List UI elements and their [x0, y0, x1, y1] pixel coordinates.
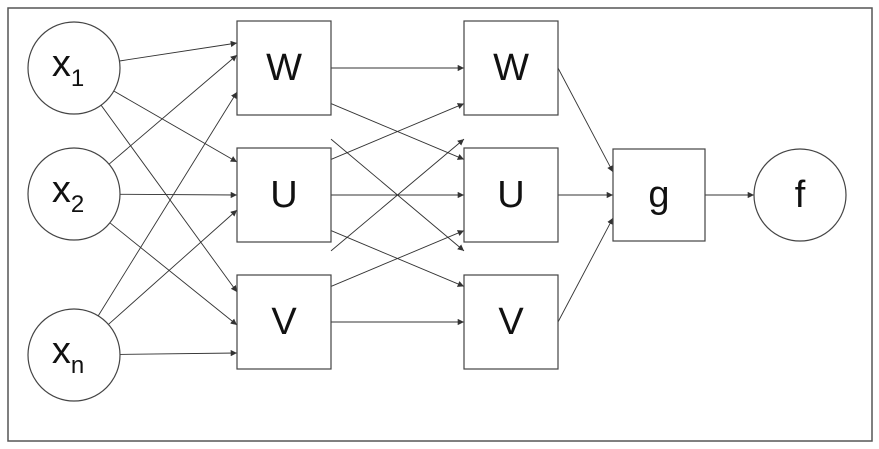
node-xn-label: xn	[52, 330, 84, 379]
edges-layer	[97, 40, 754, 357]
node-w1-label: W	[266, 47, 302, 89]
node-u2: U	[463, 147, 559, 243]
edge-xn-to-u1	[108, 209, 238, 325]
node-x2-subscript: 2	[71, 191, 84, 218]
node-u2-shape	[463, 147, 559, 243]
node-w2-label: W	[493, 47, 529, 89]
node-u1-label: U	[270, 174, 297, 216]
node-x1-label: x1	[52, 43, 84, 92]
node-w1-shape	[236, 20, 332, 116]
node-g-shape	[612, 148, 706, 242]
node-xn: xn	[27, 308, 121, 402]
edge-x2-to-v1	[109, 222, 238, 326]
edge-xn-to-w1	[97, 91, 238, 317]
node-f: f	[753, 148, 847, 242]
node-v1: V	[236, 274, 332, 370]
node-v2-label: V	[498, 301, 524, 343]
edge-u1-to-w2	[330, 103, 465, 160]
node-xn-subscript: n	[71, 352, 84, 379]
edge-v1-to-w2	[330, 138, 465, 252]
node-w2: W	[463, 20, 559, 116]
edge-x1-to-w1	[119, 40, 238, 62]
edge-x2-to-u1	[119, 191, 238, 199]
node-u2-label: U	[497, 174, 524, 216]
edge-v2-to-g	[557, 217, 614, 323]
node-x2-shape	[27, 147, 121, 241]
node-w1: W	[236, 20, 332, 116]
node-w2-shape	[463, 20, 559, 116]
node-v1-label: V	[271, 301, 297, 343]
node-f-shape	[753, 148, 847, 242]
node-u1-shape	[236, 147, 332, 243]
node-v1-shape	[236, 274, 332, 370]
node-x1-shape	[27, 21, 121, 115]
node-x2: x2	[27, 147, 121, 241]
node-g-label: g	[648, 174, 669, 216]
node-x1-subscript: 1	[71, 65, 84, 92]
edge-xn-to-v1	[119, 349, 238, 357]
node-x1: x1	[27, 21, 121, 115]
edge-v1-to-u2	[330, 230, 465, 287]
node-u1: U	[236, 147, 332, 243]
edge-x1-to-u1	[113, 90, 238, 163]
node-v2-shape	[463, 274, 559, 370]
nodes-layer: x1 x2 xn W U V W U Vg f	[27, 20, 847, 402]
edge-x2-to-w1	[108, 54, 238, 165]
node-f-label: f	[795, 174, 806, 216]
node-x2-label: x2	[52, 169, 84, 218]
diagram-frame	[7, 7, 873, 442]
edge-w2-to-g	[557, 67, 614, 173]
node-g: g	[612, 148, 706, 242]
node-v2: V	[463, 274, 559, 370]
node-xn-shape	[27, 308, 121, 402]
edge-x1-to-v1	[100, 104, 238, 293]
